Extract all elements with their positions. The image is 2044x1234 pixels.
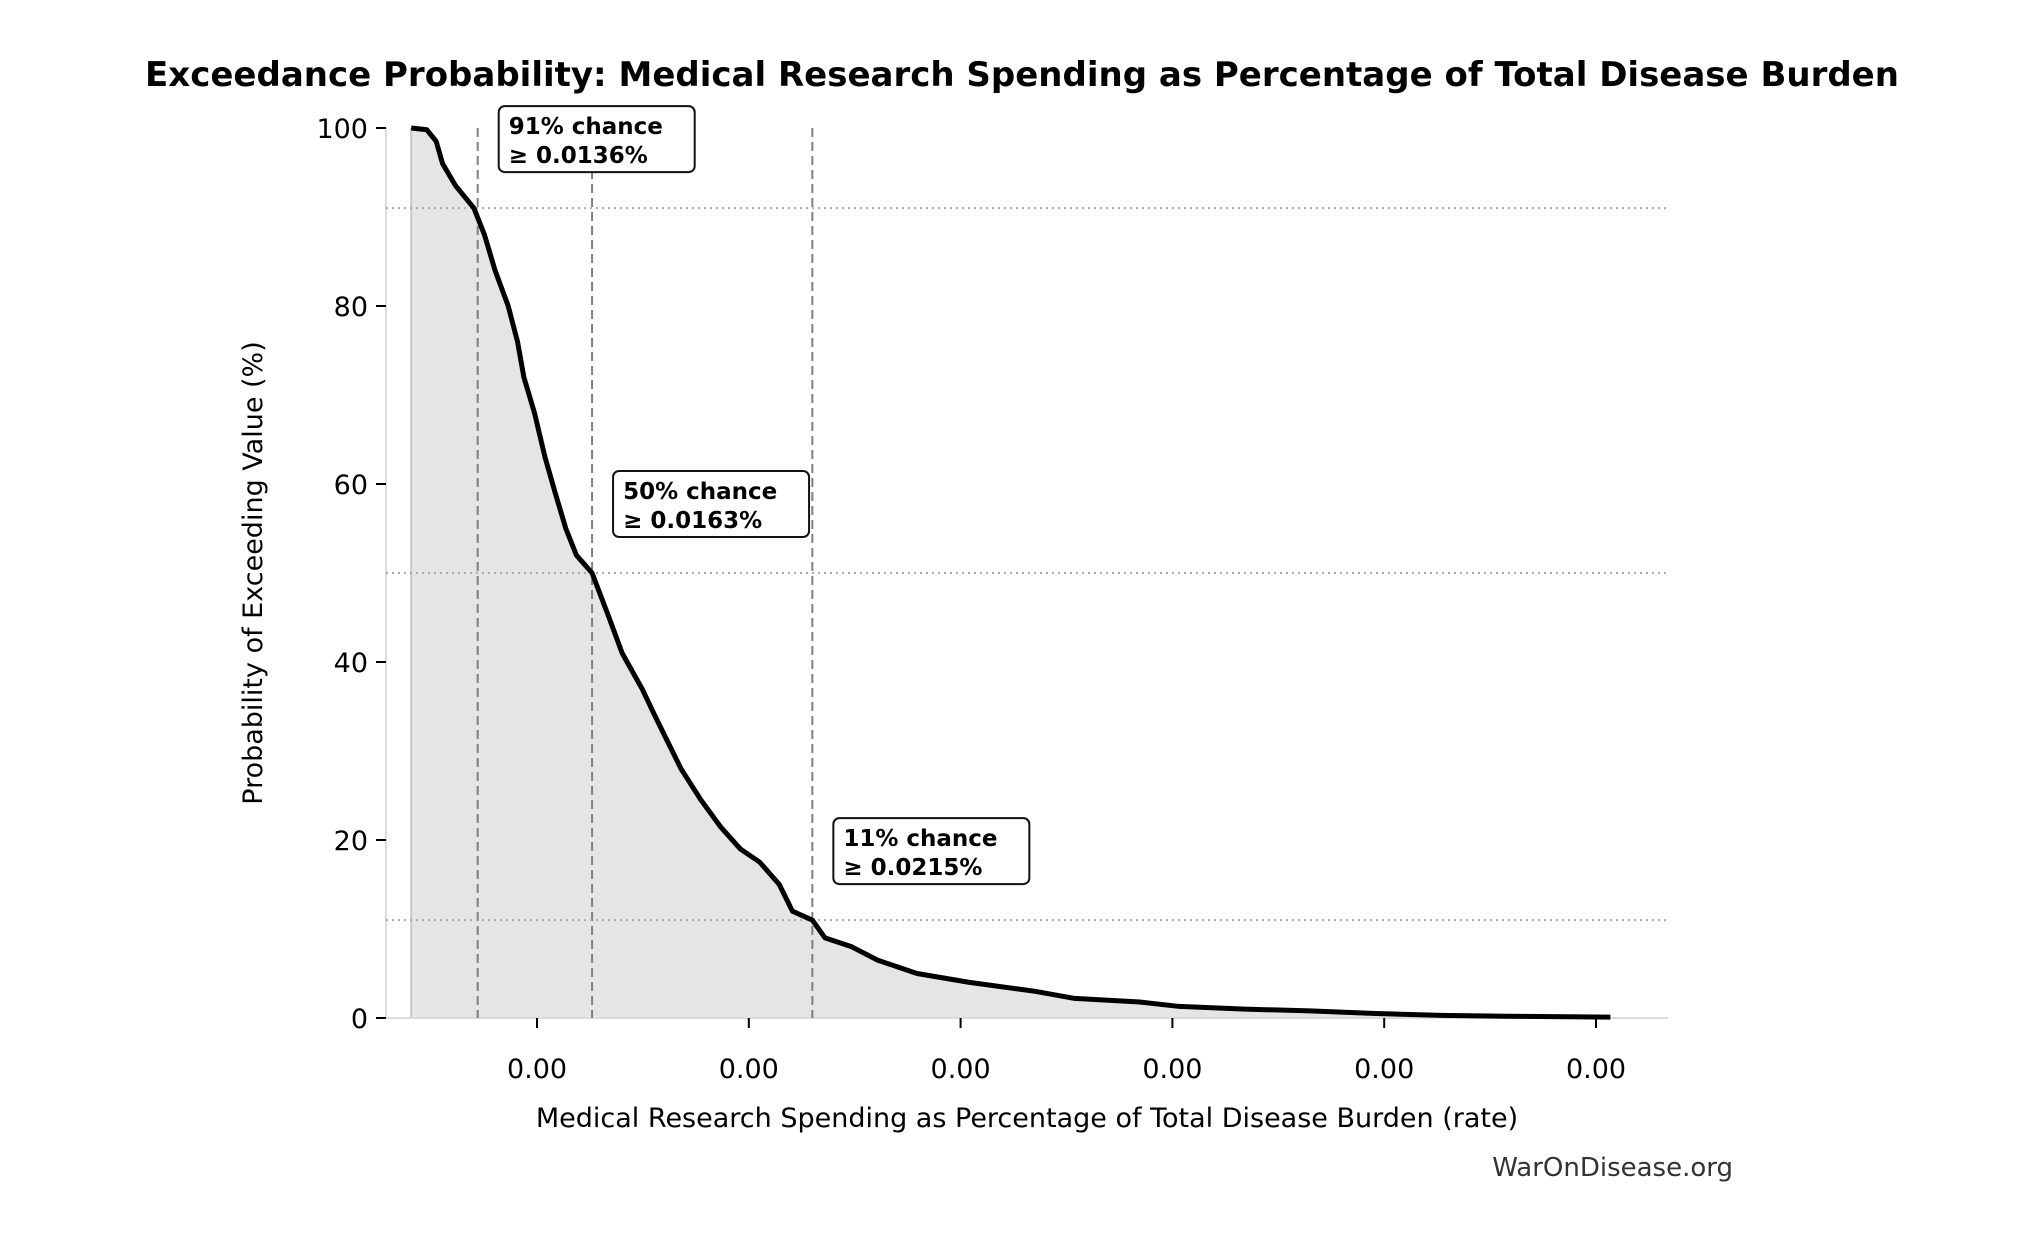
y-tick-label: 80 — [334, 292, 368, 323]
annotation-box — [832, 817, 1031, 886]
exceedance-curve — [410, 125, 1611, 1020]
y-tick-label: 0 — [351, 1004, 368, 1035]
exceedance-fill — [411, 128, 1611, 1018]
y-tick-label: 20 — [334, 826, 368, 857]
annotation-probability: 11% chance — [843, 826, 997, 852]
x-tick-label: 0.00 — [1566, 1054, 1626, 1085]
y-tick-label: 40 — [334, 648, 368, 679]
x-tick-label: 0.00 — [719, 1054, 779, 1085]
y-tick-label: 100 — [316, 114, 368, 145]
annotation-value: ≥ 0.0163% — [623, 508, 762, 534]
plot-area: 0 20 40 60 80 100 0.00 0.00 0.00 0.00 0.00 0.00 91% … — [316, 105, 1668, 1085]
x-tick-label: 0.00 — [507, 1054, 567, 1085]
x-tick-label: 0.00 — [1142, 1054, 1202, 1085]
chart-title: Exceedance Probability: Medical Research… — [145, 55, 1899, 95]
x-tick-label: 0.00 — [931, 1054, 991, 1085]
annotation-probability: 50% chance — [623, 479, 777, 505]
annotation-box — [612, 470, 811, 538]
x-tick-label: 0.00 — [1354, 1054, 1414, 1085]
annotation-probability: 91% chance — [509, 114, 663, 140]
x-axis-label: Medical Research Spending as Percentage … — [536, 1103, 1518, 1134]
annotation-box — [497, 105, 696, 174]
watermark: WarOnDisease.org — [1492, 1153, 1733, 1183]
annotation-value: ≥ 0.0215% — [843, 855, 982, 881]
annotation-value: ≥ 0.0136% — [509, 143, 648, 169]
y-axis-label: Probability of Exceeding Value (%) — [238, 341, 269, 804]
y-tick-label: 60 — [334, 470, 368, 501]
